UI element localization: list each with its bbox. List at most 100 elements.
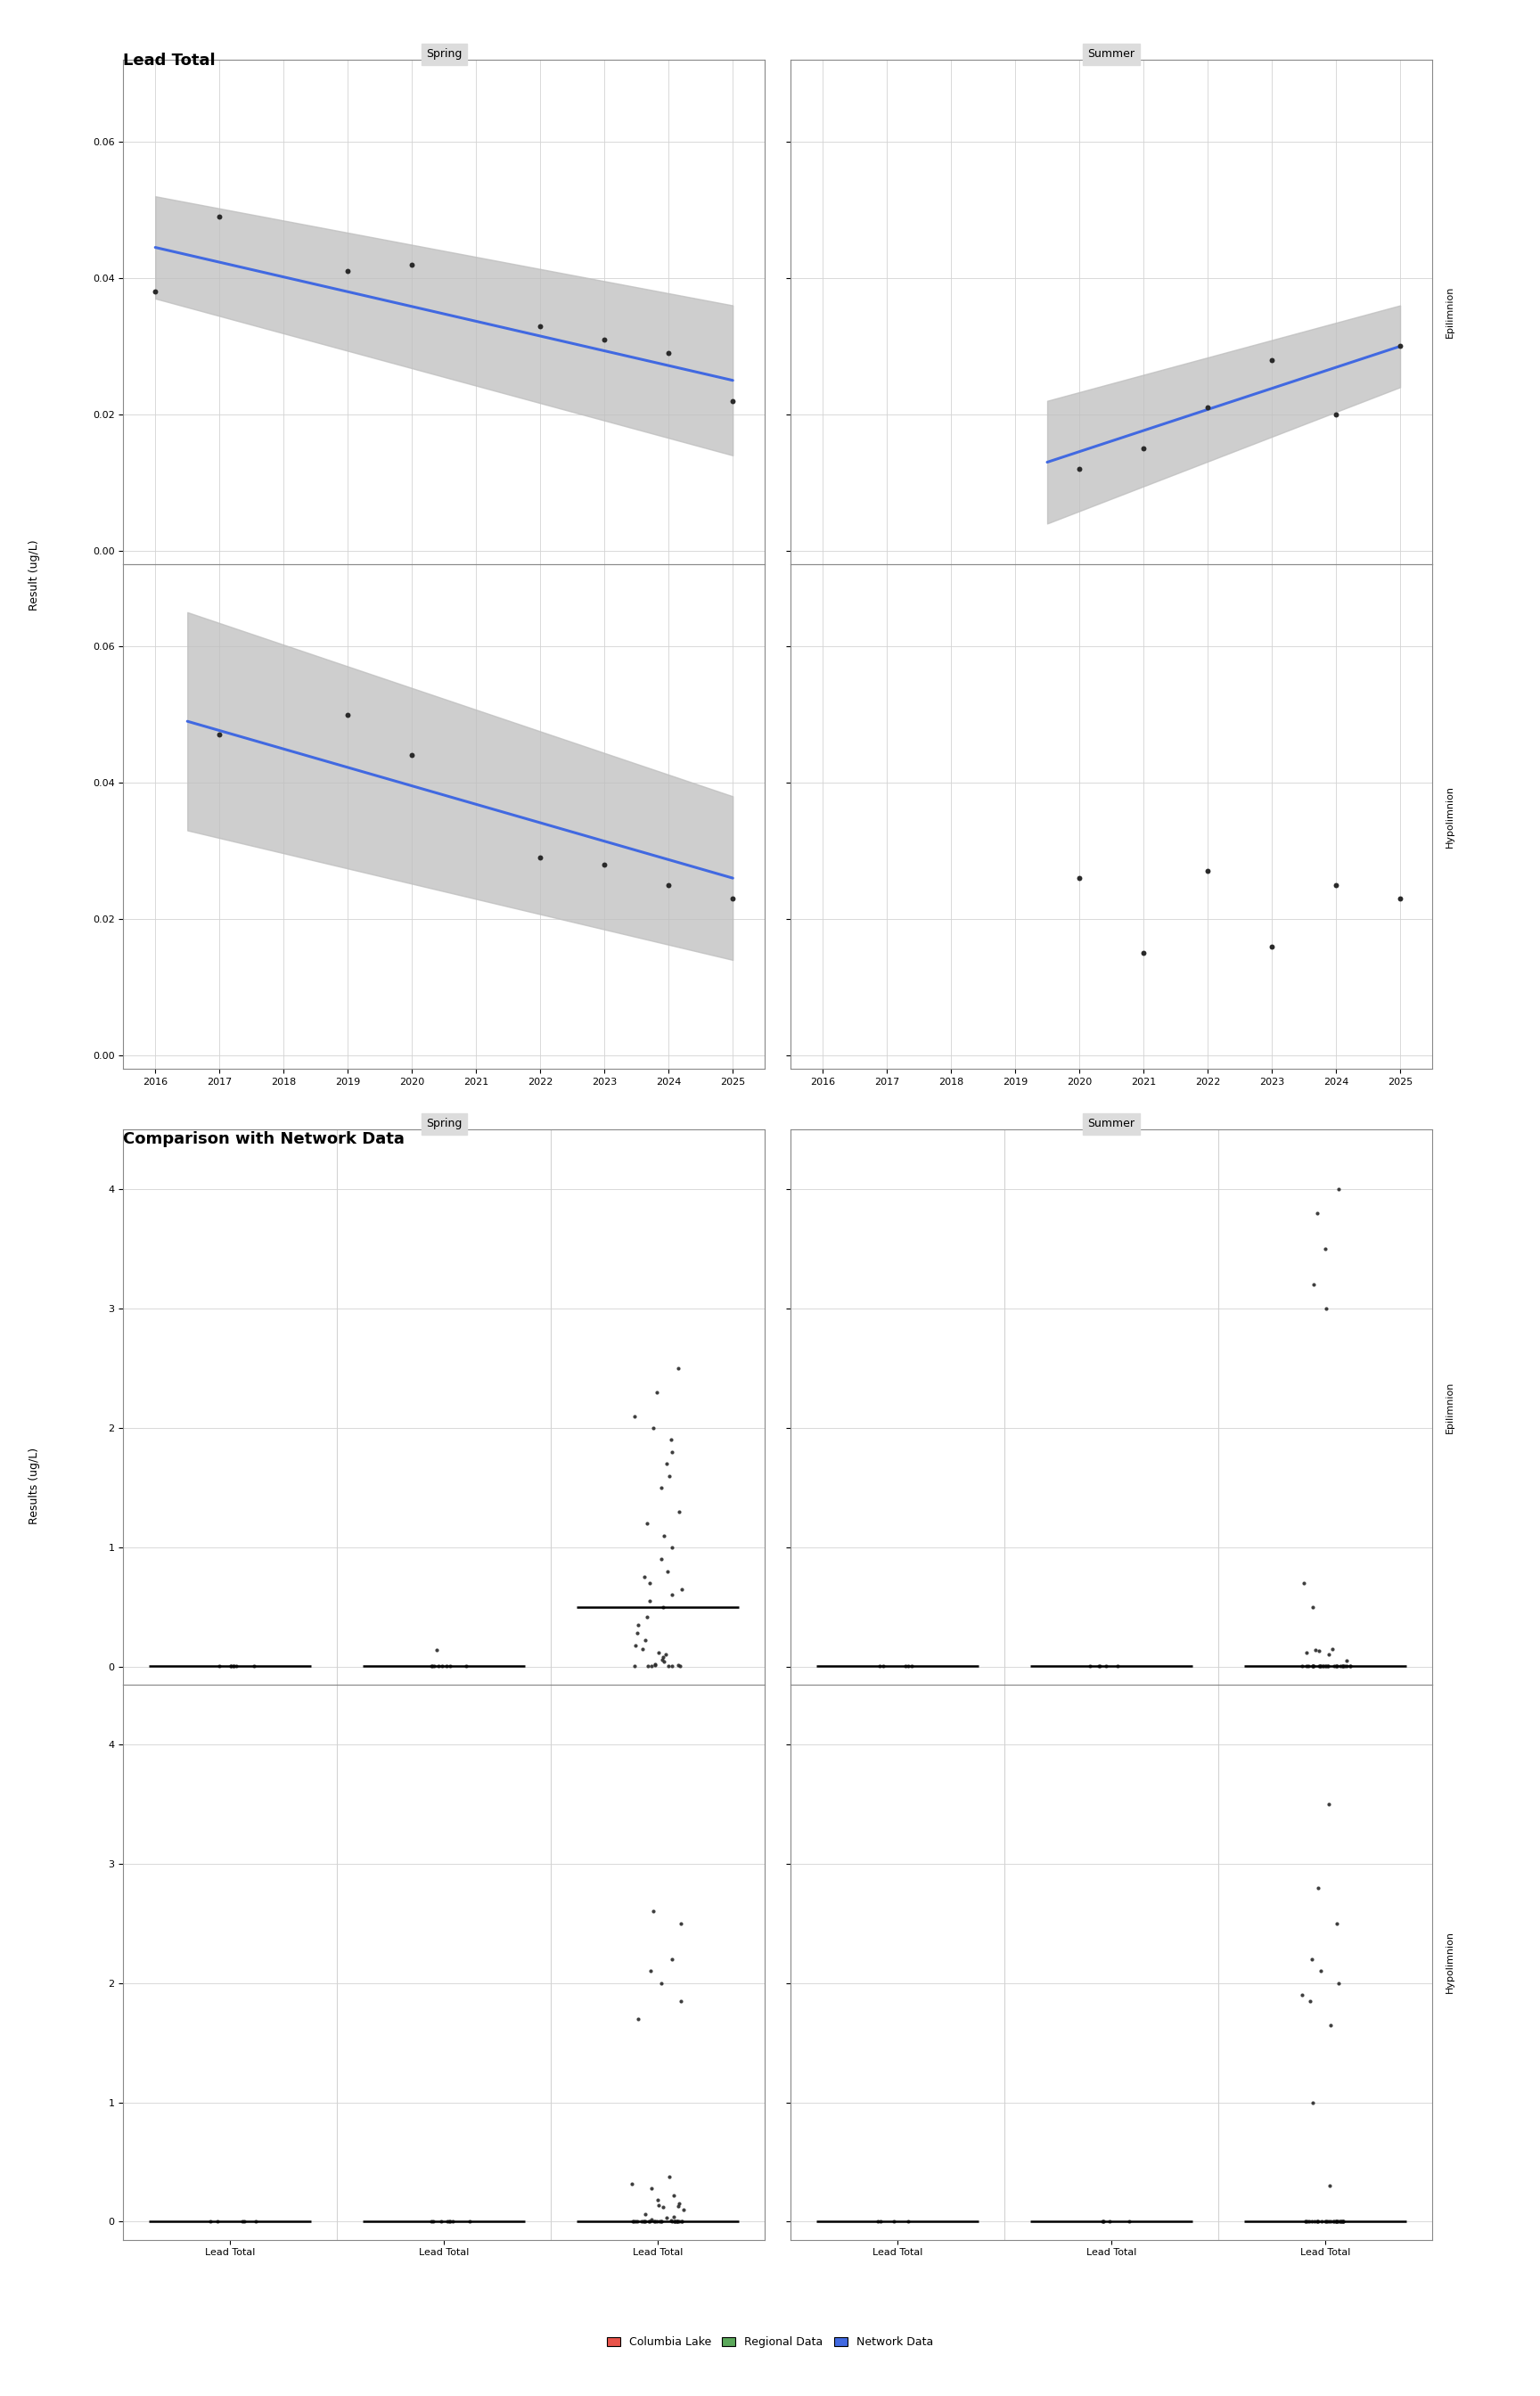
Point: [668, 1905, 693, 1943]
Point: [243, 2202, 268, 2240]
Point: [1334, 1646, 1358, 1684]
Point: [1326, 1965, 1351, 2003]
Point: [1315, 1646, 1340, 1684]
Point: [668, 1981, 693, 2020]
Point: [630, 2202, 654, 2240]
Point: [1294, 2202, 1318, 2240]
Point: [651, 1644, 676, 1682]
Point: [336, 252, 360, 290]
Point: [622, 2202, 647, 2240]
Point: [893, 1646, 918, 1684]
Text: Comparison with Network Data: Comparison with Network Data: [123, 1131, 405, 1148]
Point: [1078, 1646, 1103, 1684]
Point: [1311, 1646, 1335, 1684]
Point: [1321, 2202, 1346, 2240]
Point: [1301, 1265, 1326, 1303]
Point: [336, 695, 360, 733]
Point: [899, 1646, 924, 1684]
Point: [1292, 1565, 1317, 1603]
Point: [639, 1953, 664, 1991]
Point: [1324, 865, 1349, 903]
Point: [1324, 2202, 1349, 2240]
Point: [1301, 2082, 1326, 2120]
Point: [1323, 2202, 1348, 2240]
Point: [654, 1553, 679, 1591]
Point: [667, 1493, 691, 1531]
Point: [638, 2202, 662, 2240]
Point: [1304, 1193, 1329, 1232]
Point: [1086, 1646, 1110, 1684]
Point: [1331, 2202, 1355, 2240]
Point: [1331, 2202, 1355, 2240]
Text: Results (ug/L): Results (ug/L): [28, 1447, 40, 1524]
Point: [634, 1598, 659, 1636]
Point: [1332, 1646, 1357, 1684]
Point: [636, 2202, 661, 2240]
Point: [647, 2185, 671, 2223]
Point: [670, 1569, 695, 1608]
Point: [1318, 2166, 1343, 2204]
Point: [1260, 340, 1284, 379]
Point: [648, 2202, 673, 2240]
Point: [1326, 1169, 1351, 1208]
Point: [667, 2202, 691, 2240]
Point: [420, 2202, 445, 2240]
Point: [1300, 1941, 1324, 1979]
Point: [659, 1941, 684, 1979]
Point: [591, 846, 616, 884]
Point: [645, 1373, 670, 1411]
Point: [1318, 2005, 1343, 2044]
Point: [1090, 2202, 1115, 2240]
Point: [1307, 1646, 1332, 1684]
Point: [1324, 1646, 1349, 1684]
Point: [1106, 1646, 1130, 1684]
Point: [430, 2202, 454, 2240]
Point: [1331, 1646, 1355, 1684]
Point: [642, 2202, 667, 2240]
Point: [233, 2202, 257, 2240]
Point: [1327, 2202, 1352, 2240]
Point: [1116, 2202, 1141, 2240]
Point: [661, 2202, 685, 2240]
Point: [1337, 1646, 1361, 1684]
Point: [1096, 2202, 1121, 2240]
Point: [651, 1639, 676, 1677]
Point: [1092, 2202, 1117, 2240]
Point: [867, 1646, 892, 1684]
Point: [662, 2202, 687, 2240]
Point: [1324, 2202, 1349, 2240]
Point: [648, 2202, 673, 2240]
Point: [650, 1589, 675, 1627]
Point: [651, 2188, 676, 2226]
Point: [440, 2202, 465, 2240]
Point: [658, 2156, 682, 2195]
Point: [633, 2202, 658, 2240]
Point: [1315, 2202, 1340, 2240]
Point: [427, 1646, 451, 1684]
Point: [622, 1397, 647, 1435]
Point: [420, 1646, 445, 1684]
Point: [631, 2202, 656, 2240]
Point: [1304, 2202, 1329, 2240]
Point: [865, 2202, 890, 2240]
Point: [422, 1646, 447, 1684]
Point: [1314, 1646, 1338, 1684]
Text: Hypolimnion: Hypolimnion: [1445, 786, 1454, 848]
Point: [638, 1581, 662, 1620]
Point: [636, 1646, 661, 1684]
Point: [1306, 1632, 1331, 1670]
Point: [1306, 1869, 1331, 1907]
Point: [625, 1615, 650, 1653]
Text: Result (ug/L): Result (ug/L): [28, 539, 40, 611]
Point: [206, 1646, 231, 1684]
Point: [1304, 2202, 1329, 2240]
Point: [662, 2176, 687, 2214]
Point: [143, 273, 168, 311]
Point: [1324, 1646, 1349, 1684]
Point: [229, 2202, 254, 2240]
Point: [1298, 1981, 1323, 2020]
Point: [869, 2202, 893, 2240]
Point: [1326, 2202, 1351, 2240]
Point: [1315, 1646, 1340, 1684]
Title: Summer: Summer: [1087, 1119, 1135, 1129]
